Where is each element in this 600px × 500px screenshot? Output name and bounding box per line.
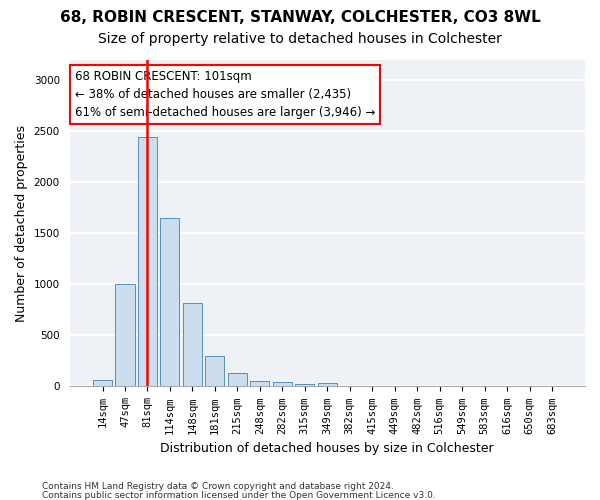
Text: Contains HM Land Registry data © Crown copyright and database right 2024.: Contains HM Land Registry data © Crown c… [42,482,394,491]
Bar [160,218,179,386]
Bar [93,380,112,386]
Bar [318,384,337,386]
Bar [250,382,269,386]
Bar [138,136,157,386]
Y-axis label: Number of detached properties: Number of detached properties [15,124,28,322]
Bar [273,382,292,386]
Bar [205,356,224,386]
X-axis label: Distribution of detached houses by size in Colchester: Distribution of detached houses by size … [160,442,494,455]
Bar [228,373,247,386]
Text: Size of property relative to detached houses in Colchester: Size of property relative to detached ho… [98,32,502,46]
Bar [295,384,314,386]
Text: 68, ROBIN CRESCENT, STANWAY, COLCHESTER, CO3 8WL: 68, ROBIN CRESCENT, STANWAY, COLCHESTER,… [59,10,541,25]
Text: Contains public sector information licensed under the Open Government Licence v3: Contains public sector information licen… [42,490,436,500]
Text: 68 ROBIN CRESCENT: 101sqm
← 38% of detached houses are smaller (2,435)
61% of se: 68 ROBIN CRESCENT: 101sqm ← 38% of detac… [74,70,375,119]
Bar [115,284,134,386]
Bar [183,303,202,386]
